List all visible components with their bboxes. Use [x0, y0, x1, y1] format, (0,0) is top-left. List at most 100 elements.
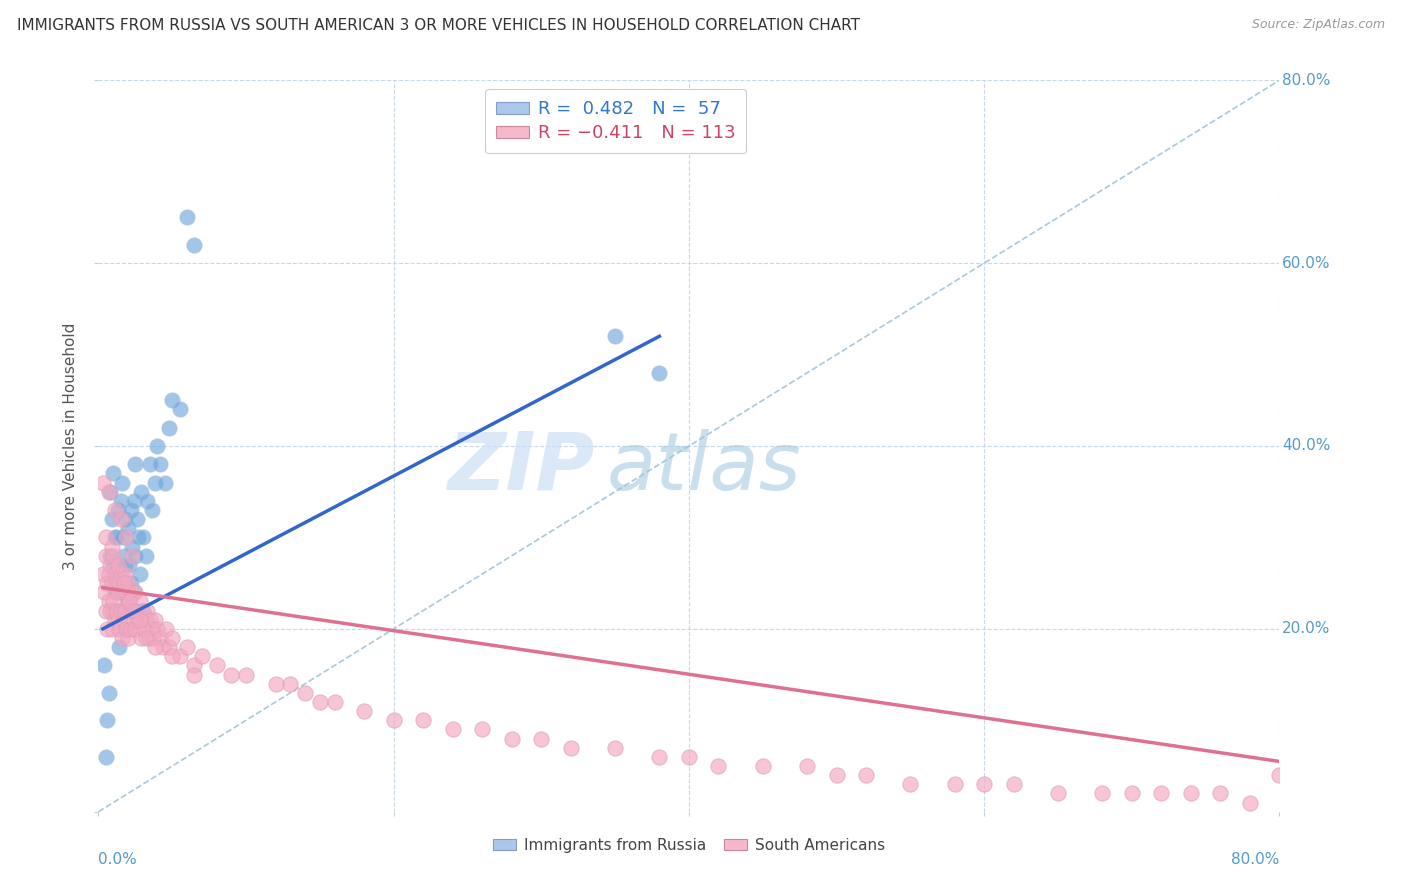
Point: [98, 558, 121, 572]
Point: [103, 549, 125, 563]
Point: [1046, 787, 1069, 801]
Point: [132, 603, 155, 617]
Point: [100, 622, 122, 636]
Point: [973, 777, 995, 791]
Point: [91, 475, 114, 490]
Point: [115, 622, 138, 636]
Point: [121, 603, 143, 617]
Point: [146, 622, 169, 636]
Point: [115, 622, 138, 636]
Point: [108, 567, 131, 582]
Point: [129, 484, 152, 499]
Point: [128, 594, 150, 608]
Point: [104, 567, 127, 582]
Point: [98, 549, 121, 563]
Point: [104, 585, 127, 599]
Point: [183, 658, 205, 673]
Y-axis label: 3 or more Vehicles in Household: 3 or more Vehicles in Household: [63, 322, 79, 570]
Point: [136, 603, 159, 617]
Point: [94, 603, 117, 617]
Point: [122, 585, 145, 599]
Point: [183, 238, 205, 252]
Point: [100, 576, 122, 591]
Point: [117, 594, 139, 608]
Point: [605, 740, 627, 755]
Point: [796, 759, 818, 773]
Point: [104, 613, 127, 627]
Point: [112, 576, 135, 591]
Point: [103, 558, 125, 572]
Point: [97, 686, 120, 700]
Legend: Immigrants from Russia, South Americans: Immigrants from Russia, South Americans: [486, 831, 891, 859]
Point: [112, 576, 135, 591]
Point: [135, 613, 157, 627]
Point: [107, 585, 129, 599]
Point: [125, 512, 148, 526]
Point: [104, 530, 127, 544]
Point: [124, 603, 146, 617]
Point: [560, 740, 582, 755]
Point: [294, 686, 316, 700]
Point: [120, 585, 142, 599]
Point: [183, 667, 205, 681]
Point: [149, 631, 172, 645]
Point: [118, 594, 141, 608]
Point: [1002, 777, 1025, 791]
Point: [120, 576, 142, 591]
Point: [1268, 768, 1291, 782]
Point: [110, 603, 132, 617]
Point: [124, 458, 146, 472]
Point: [751, 759, 773, 773]
Point: [648, 366, 671, 380]
Point: [120, 503, 142, 517]
Point: [134, 622, 156, 636]
Point: [219, 667, 242, 681]
Point: [96, 576, 118, 591]
Point: [107, 613, 129, 627]
Point: [96, 622, 118, 636]
Text: IMMIGRANTS FROM RUSSIA VS SOUTH AMERICAN 3 OR MORE VEHICLES IN HOUSEHOLD CORRELA: IMMIGRANTS FROM RUSSIA VS SOUTH AMERICAN…: [17, 18, 860, 33]
Point: [309, 695, 332, 709]
Point: [110, 567, 132, 582]
Point: [441, 723, 464, 737]
Point: [120, 622, 142, 636]
Point: [97, 484, 120, 499]
Point: [139, 458, 162, 472]
Point: [110, 493, 132, 508]
Point: [105, 530, 128, 544]
Point: [648, 749, 671, 764]
Point: [353, 704, 375, 718]
Point: [110, 512, 132, 526]
Point: [176, 640, 198, 655]
Point: [115, 530, 138, 544]
Point: [132, 530, 155, 544]
Point: [94, 530, 117, 544]
Point: [128, 613, 150, 627]
Point: [412, 714, 434, 728]
Point: [169, 402, 191, 417]
Point: [138, 631, 160, 645]
Point: [169, 649, 191, 664]
Point: [117, 576, 139, 591]
Point: [105, 603, 128, 617]
Point: [94, 549, 117, 563]
Point: [143, 613, 166, 627]
Point: [136, 493, 159, 508]
Point: [111, 475, 134, 490]
Point: [162, 649, 183, 664]
Point: [108, 622, 131, 636]
Point: [1121, 787, 1143, 801]
Point: [103, 594, 125, 608]
Point: [118, 594, 141, 608]
Point: [112, 613, 135, 627]
Point: [143, 475, 166, 490]
Point: [107, 503, 129, 517]
Text: 20.0%: 20.0%: [1282, 622, 1330, 636]
Point: [1209, 787, 1232, 801]
Point: [117, 521, 139, 535]
Point: [176, 211, 198, 225]
Point: [105, 576, 128, 591]
Point: [121, 540, 143, 554]
Point: [114, 567, 136, 582]
Point: [121, 549, 143, 563]
